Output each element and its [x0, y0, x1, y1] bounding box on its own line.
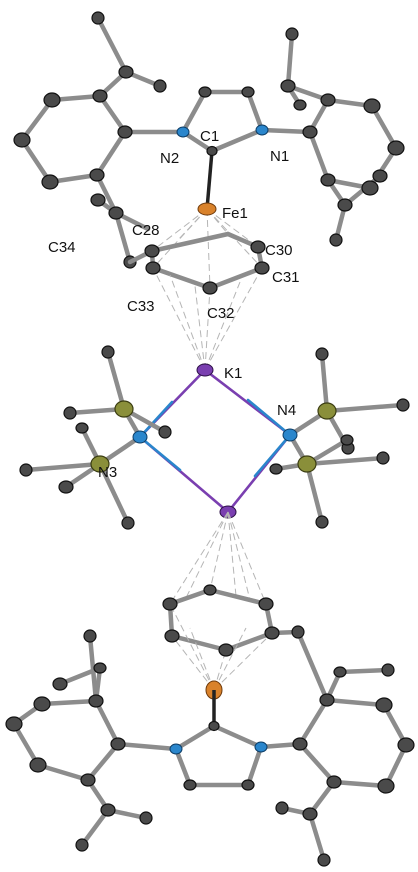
- label-c28: C28: [132, 222, 160, 239]
- label-n4: N4: [277, 402, 296, 419]
- top-iron-arene: [127, 202, 270, 371]
- label-c34: C34: [48, 239, 76, 256]
- label-c1: C1: [200, 128, 219, 145]
- label-c30: C30: [265, 242, 293, 259]
- label-c32: C32: [207, 305, 235, 322]
- label-c33: C33: [127, 298, 155, 315]
- label-n2: N2: [160, 150, 179, 167]
- label-c31: C31: [272, 269, 300, 286]
- label-n3: N3: [98, 464, 117, 481]
- potassium-amide-core: [19, 345, 410, 530]
- top-nhc-ligand: [13, 11, 405, 269]
- label-fe1: Fe1: [222, 205, 248, 222]
- label-n1: N1: [270, 148, 289, 165]
- bottom-nhc-ligand: [5, 625, 415, 867]
- bottom-iron-arene: [162, 511, 301, 700]
- label-k1: K1: [224, 365, 242, 382]
